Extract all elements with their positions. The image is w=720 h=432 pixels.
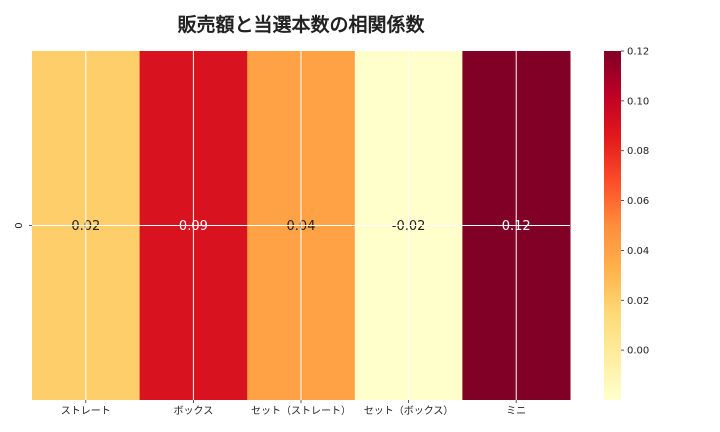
colorbar-tick-label: 0.12 — [627, 47, 649, 58]
x-tick-label: セット（ストレート） — [251, 405, 351, 417]
chart-title: 販売額と当選本数の相関係数 — [177, 13, 425, 36]
y-axis-ticks: 0 — [14, 222, 32, 229]
colorbar-tick-label: 0.10 — [627, 96, 649, 107]
grid-lines — [32, 51, 570, 400]
x-tick-label: ストレート — [61, 406, 111, 417]
colorbar-ticks: 0.00 0.02 0.04 0.06 0.08 0.10 0.12 — [621, 47, 649, 357]
colorbar-tick-label: 0.04 — [627, 246, 649, 257]
colorbar-tick-label: 0.08 — [627, 146, 649, 157]
colorbar-tick-label: 0.06 — [627, 196, 649, 207]
x-tick-label: ボックス — [174, 405, 214, 417]
x-tick-label: セット（ボックス） — [364, 405, 454, 417]
x-axis-ticks: ストレート ボックス セット（ストレート） セット（ボックス） ミニ — [61, 400, 526, 417]
colorbar-tick-label: 0.02 — [627, 296, 649, 307]
colorbar-tick-label: 0.00 — [627, 346, 649, 357]
y-tick-label: 0 — [14, 222, 25, 228]
x-tick-label: ミニ — [506, 406, 526, 417]
colorbar — [604, 51, 621, 400]
